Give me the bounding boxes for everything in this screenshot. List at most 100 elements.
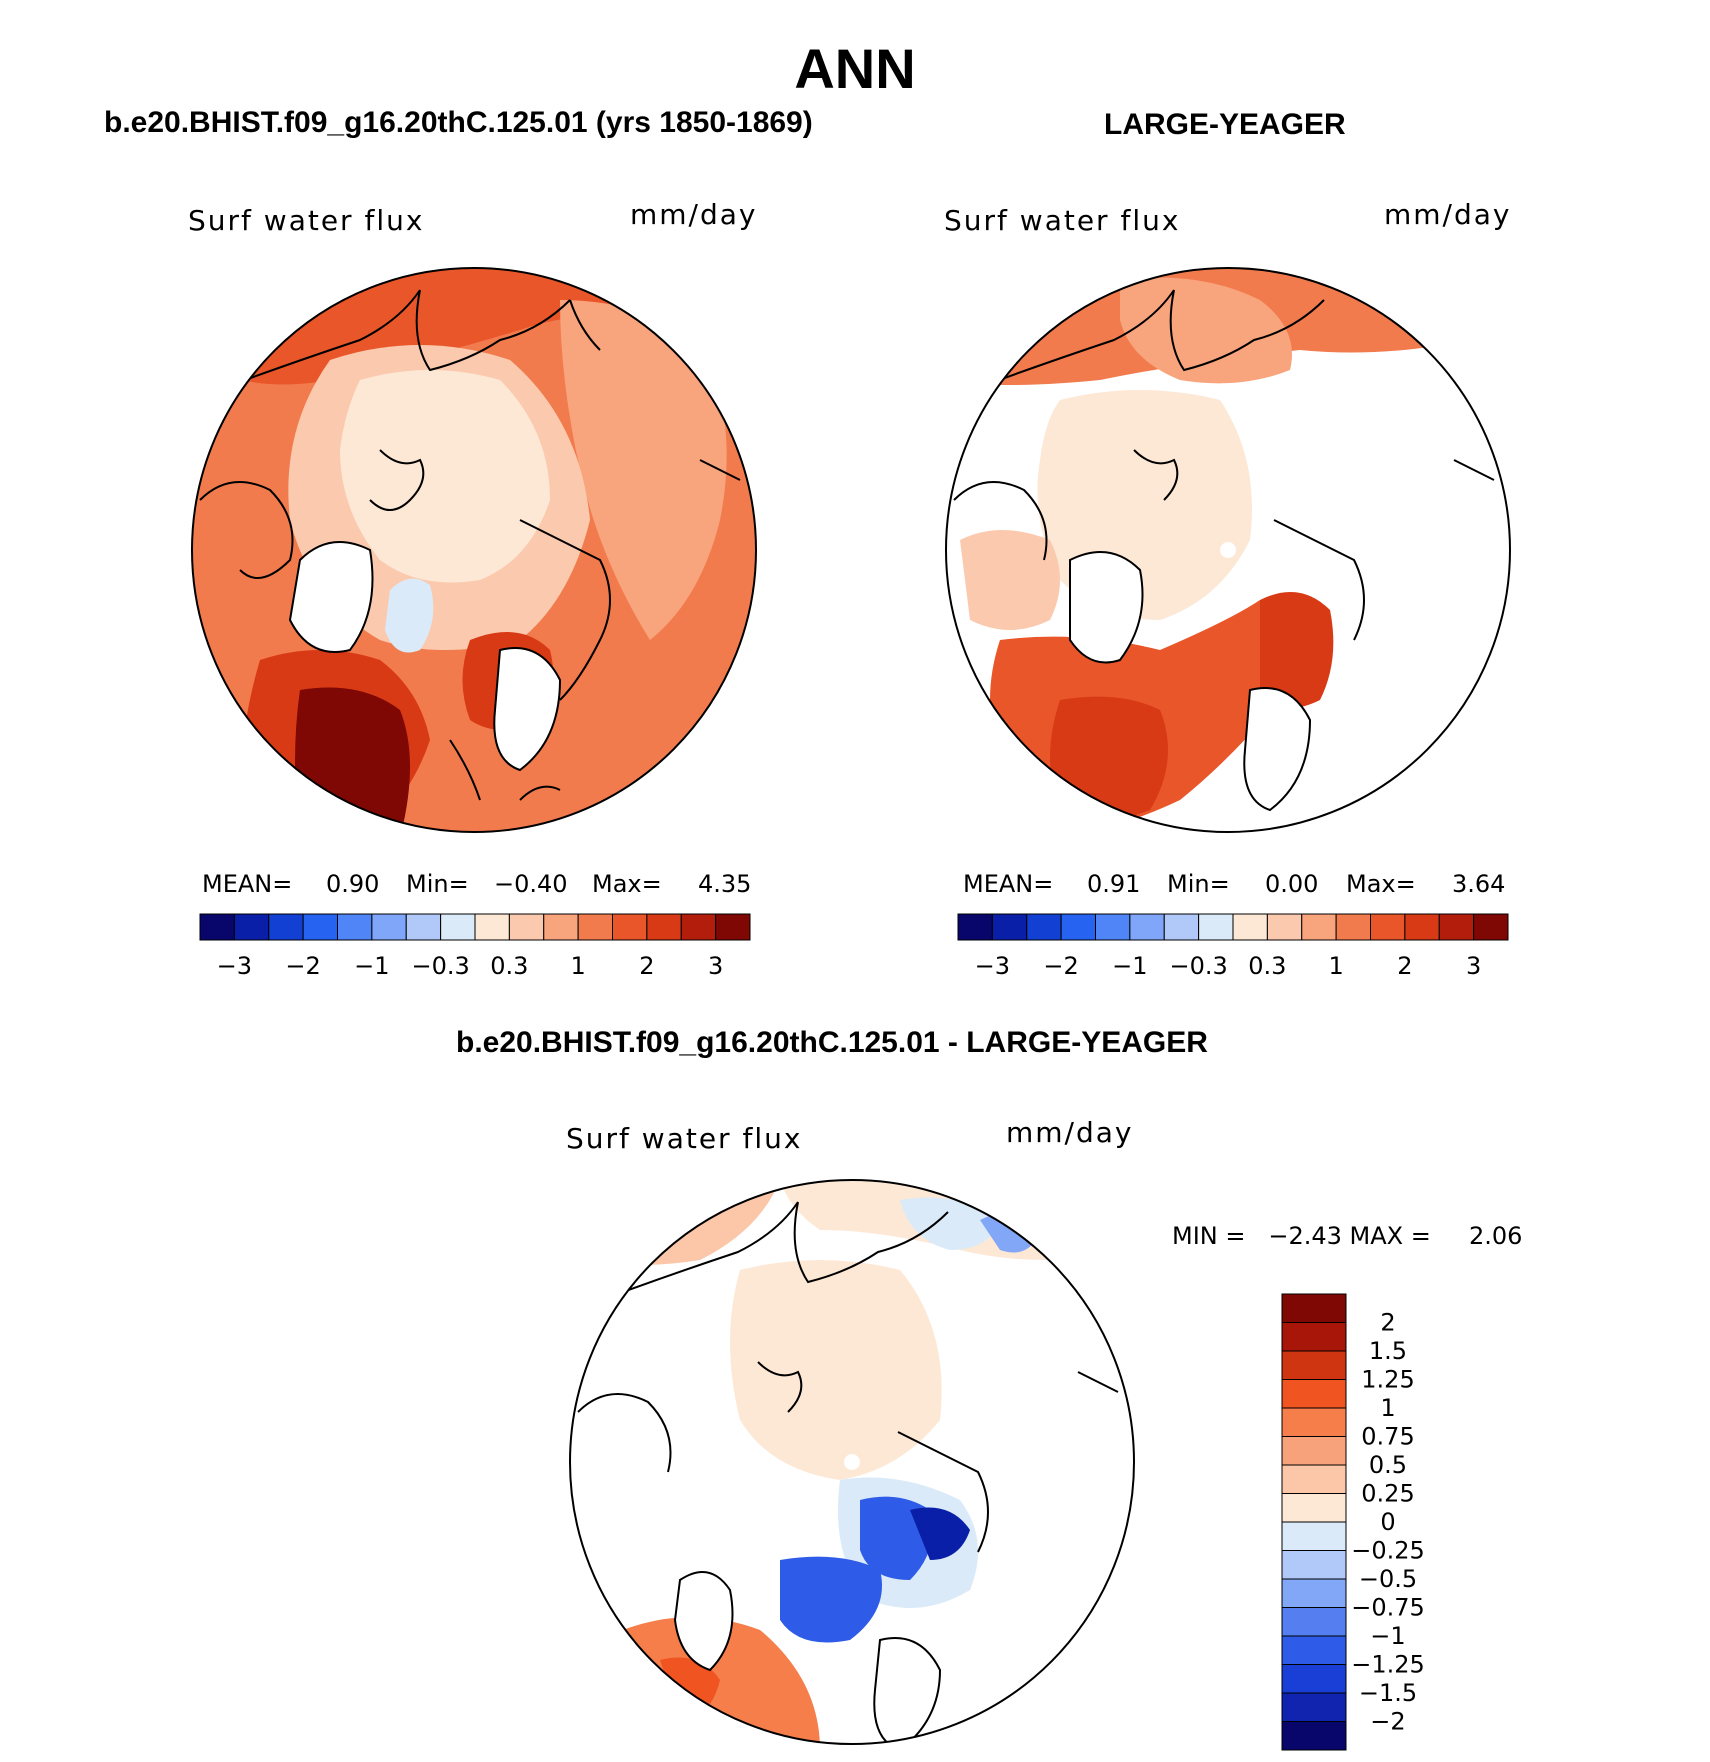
colorbar-left-swatch <box>543 913 579 941</box>
colorbar-diff-tick-label: −0.75 <box>1351 1594 1425 1622</box>
diff-variable-label: Surf water flux <box>566 1122 803 1155</box>
right-stats: MEAN= 0.91 Min= 0.00 Max= 3.64 <box>963 870 1505 898</box>
colorbar-right-swatch <box>1335 913 1371 941</box>
colorbar-diff-swatch <box>1281 1692 1347 1722</box>
left-units-label: mm/day <box>630 198 758 231</box>
colorbar-right-tick-label: 3 <box>1466 952 1481 980</box>
right-mean-value: 0.91 <box>1087 870 1140 898</box>
colorbar-diff-swatch <box>1281 1436 1347 1466</box>
colorbar-left-tick-label: 2 <box>639 952 654 980</box>
colorbar-diff-swatch <box>1281 1578 1347 1608</box>
right-variable-label: Surf water flux <box>944 204 1181 237</box>
colorbar-diff-tick-label: 0.25 <box>1361 1480 1414 1508</box>
diff-minmax-text: MIN = −2.43 MAX = 2.06 <box>1172 1222 1522 1250</box>
colorbar-left-tick-label: 0.3 <box>490 952 528 980</box>
map-left-outline <box>191 267 757 833</box>
left-mean-value: 0.90 <box>326 870 379 898</box>
colorbar-right-tick-label: −3 <box>975 952 1010 980</box>
colorbar-left-swatch <box>199 913 235 941</box>
colorbar-diff-tick-label: −0.5 <box>1359 1565 1417 1593</box>
colorbar-right-swatch <box>1473 913 1509 941</box>
colorbar-diff-swatch <box>1281 1550 1347 1580</box>
colorbar-left-tick-label: 3 <box>708 952 723 980</box>
colorbar-left-tick-label: −1 <box>354 952 389 980</box>
colorbar-diff-swatch <box>1281 1322 1347 1352</box>
colorbar-left-tick-label: −0.3 <box>411 952 469 980</box>
colorbar-right-tick-label: −1 <box>1112 952 1147 980</box>
colorbar-left-tick-label: 1 <box>570 952 585 980</box>
map-diff-outline <box>569 1179 1135 1745</box>
colorbar-left-swatch <box>612 913 648 941</box>
colorbar-diff-tick-label: −1 <box>1370 1622 1405 1650</box>
colorbar-right-swatch <box>1370 913 1406 941</box>
left-stats: MEAN= 0.90 Min= −0.40 Max= 4.35 <box>202 870 751 898</box>
left-min-label: Min= <box>406 870 469 898</box>
map-diff-coastlines <box>577 1201 1119 1553</box>
colorbar-left-swatch <box>577 913 613 941</box>
diff-units-label: mm/day <box>1006 1116 1134 1149</box>
left-panel-title: b.e20.BHIST.f09_g16.20thC.125.01 (yrs 18… <box>104 106 813 139</box>
diff-panel-title: b.e20.BHIST.f09_g16.20thC.125.01 - LARGE… <box>456 1026 1208 1059</box>
right-max-label: Max= <box>1346 870 1416 898</box>
colorbar-left-swatch <box>440 913 476 941</box>
colorbar-right-swatch <box>1404 913 1440 941</box>
colorbar-right-tick-label: 1 <box>1328 952 1343 980</box>
left-max-value: 4.35 <box>698 870 751 898</box>
colorbar-right-swatch <box>1198 913 1234 941</box>
colorbar-left-swatch <box>508 913 545 941</box>
colorbar-right-swatch <box>991 913 1028 941</box>
left-min-value: −0.40 <box>494 870 568 898</box>
right-mean-label: MEAN= <box>963 870 1053 898</box>
colorbar-left-swatch <box>715 913 751 941</box>
map-diff <box>569 1179 1135 1745</box>
colorbar-diff-swatch <box>1281 1493 1347 1523</box>
colorbar-right-tick-label: 2 <box>1397 952 1412 980</box>
colorbar-right-swatch <box>1095 913 1131 941</box>
colorbar-left-swatch <box>680 913 717 941</box>
colorbar-diff-tick-label: 1.25 <box>1361 1366 1414 1394</box>
colorbar-right-swatch <box>1163 913 1200 941</box>
colorbar-diff-swatch <box>1281 1521 1347 1551</box>
main-title: ANN <box>794 37 916 100</box>
colorbar-left: −3 −2 −1 −0.3 0.3 1 2 3 <box>199 913 751 980</box>
colorbar-diff-swatch <box>1281 1721 1347 1751</box>
colorbar-right-tick-label: −0.3 <box>1169 952 1227 980</box>
colorbar-left-swatch <box>268 913 304 941</box>
right-panel-title: LARGE-YEAGER <box>1104 108 1346 141</box>
map-left <box>191 267 757 833</box>
colorbar-right-swatch <box>1060 913 1096 941</box>
right-units-label: mm/day <box>1384 198 1512 231</box>
colorbar-right-swatch <box>1026 913 1062 941</box>
colorbar-right: −3 −2 −1 −0.3 0.3 1 2 3 <box>957 913 1509 980</box>
colorbar-diff: 21.51.2510.750.50.250−0.25−0.5−0.75−1−1.… <box>1281 1293 1425 1751</box>
colorbar-diff-tick-label: 0 <box>1380 1508 1395 1536</box>
colorbar-left-swatch <box>302 913 338 941</box>
colorbar-right-swatch <box>957 913 993 941</box>
colorbar-right-swatch <box>1301 913 1337 941</box>
map-right-outline <box>945 267 1511 833</box>
colorbar-left-swatch <box>474 913 510 941</box>
colorbar-diff-tick-label: −0.25 <box>1351 1537 1425 1565</box>
map-diff-field <box>570 1180 1134 1744</box>
colorbar-diff-tick-label: −2 <box>1370 1708 1405 1736</box>
colorbar-left-swatch <box>646 913 682 941</box>
map-right <box>945 267 1511 833</box>
colorbar-right-tick-label: 0.3 <box>1248 952 1286 980</box>
colorbar-diff-tick-label: −1.5 <box>1359 1679 1417 1707</box>
colorbar-right-swatch <box>1129 913 1165 941</box>
colorbar-diff-tick-label: 1 <box>1380 1394 1395 1422</box>
colorbar-diff-tick-label: 0.5 <box>1369 1451 1407 1479</box>
colorbar-right-swatch <box>1232 913 1268 941</box>
right-max-value: 3.64 <box>1452 870 1505 898</box>
right-min-label: Min= <box>1167 870 1230 898</box>
colorbar-diff-swatch <box>1281 1464 1347 1494</box>
colorbar-diff-tick-label: 2 <box>1380 1309 1395 1337</box>
colorbar-diff-swatch <box>1281 1379 1347 1409</box>
colorbar-left-tick-label: −3 <box>217 952 252 980</box>
colorbar-left-swatch <box>371 913 407 941</box>
map-right-coastlines <box>953 289 1495 641</box>
map-left-coastlines <box>199 289 741 801</box>
colorbar-right-tick-label: −2 <box>1043 952 1078 980</box>
colorbar-left-swatch <box>337 913 373 941</box>
